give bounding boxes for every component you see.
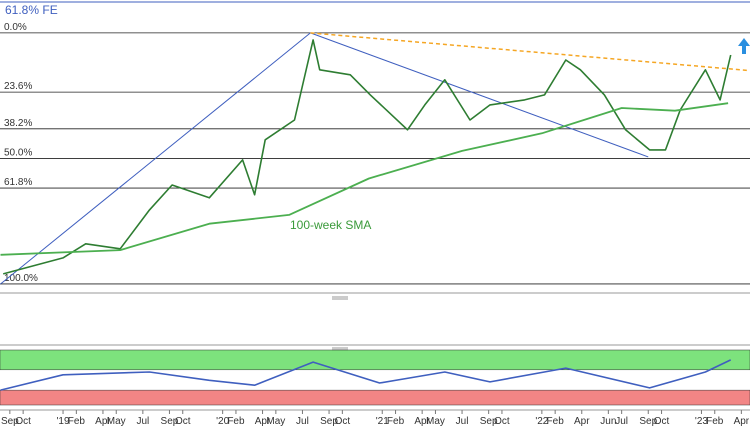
series-line [2, 39, 732, 275]
panel-handle [332, 296, 348, 300]
x-tick-label: Feb [387, 416, 405, 427]
x-tick-label: May [426, 416, 445, 427]
x-tick-label: Oct [15, 416, 31, 427]
fib-label: 23.6% [4, 81, 32, 92]
x-tick-label: '21 [376, 416, 389, 427]
fib-label: 61.8% [4, 177, 32, 188]
x-tick-label: Oct [494, 416, 510, 427]
x-tick-label: Feb [68, 416, 86, 427]
chart-title: 61.8% FE [5, 3, 58, 17]
series-line [0, 359, 732, 391]
x-tick-label: Sep [1, 416, 19, 427]
sma-label: 100-week SMA [290, 218, 371, 232]
x-tick-label: '19 [57, 416, 70, 427]
x-tick-label: '22 [535, 416, 548, 427]
x-tick-label: '20 [216, 416, 229, 427]
x-tick-label: Apr [734, 416, 750, 427]
trend-line [310, 32, 750, 72]
x-tick-label: Apr [255, 416, 271, 427]
panel-handle [332, 347, 348, 351]
x-tick-label: Apr [574, 416, 590, 427]
x-tick-label: Sep [639, 416, 657, 427]
x-tick-label: Feb [227, 416, 245, 427]
x-tick-label: '23 [695, 416, 708, 427]
fib-label: 50.0% [4, 147, 32, 158]
x-tick-label: Jul [136, 416, 149, 427]
x-tick-label: Jun [600, 416, 616, 427]
x-tick-label: Jul [456, 416, 469, 427]
x-tick-label: Feb [547, 416, 565, 427]
x-tick-label: Sep [480, 416, 498, 427]
fib-label: 38.2% [4, 118, 32, 129]
x-tick-label: Jul [296, 416, 309, 427]
x-tick-label: Apr [95, 416, 111, 427]
series-line [0, 102, 729, 256]
trend-line [310, 32, 649, 158]
x-tick-label: Sep [320, 416, 338, 427]
fib-label: 100.0% [4, 273, 38, 284]
rsi-band [0, 389, 750, 406]
fib-label: 0.0% [4, 22, 27, 33]
x-tick-label: Feb [706, 416, 724, 427]
x-tick-label: Jul [615, 416, 628, 427]
trend-line [0, 32, 311, 285]
x-tick-label: Oct [335, 416, 351, 427]
x-tick-label: May [266, 416, 285, 427]
up-arrow [738, 38, 750, 54]
x-tick-label: Sep [161, 416, 179, 427]
x-tick-label: May [107, 416, 126, 427]
x-tick-label: Oct [654, 416, 670, 427]
rsi-band [0, 349, 750, 371]
x-tick-label: Oct [175, 416, 191, 427]
x-tick-label: Apr [414, 416, 430, 427]
